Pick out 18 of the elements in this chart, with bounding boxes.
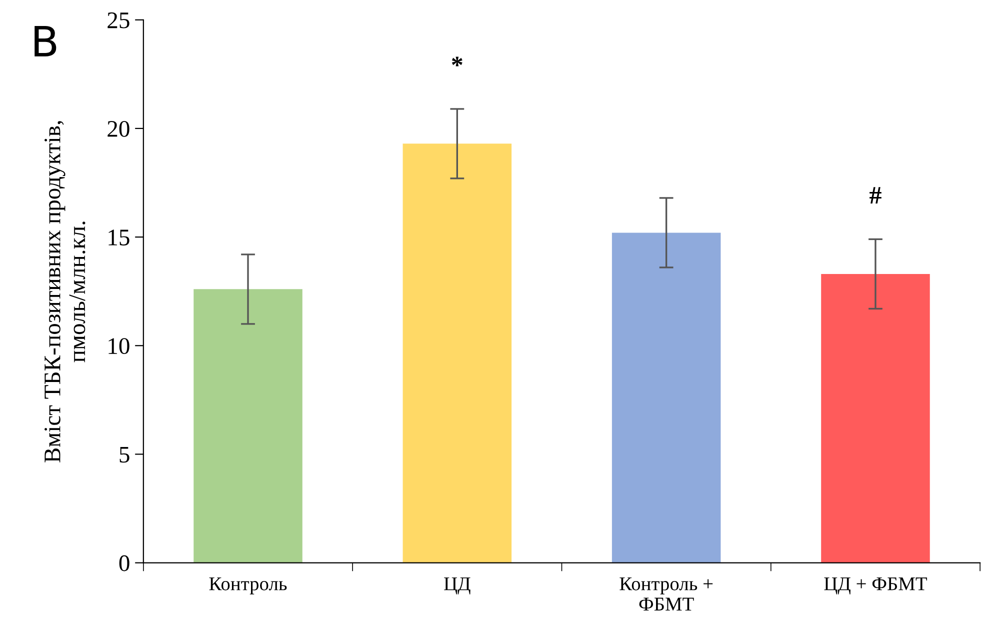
x-tick-label: ЦД <box>444 577 470 594</box>
y-tick-label: 0 <box>119 555 130 572</box>
y-tick-label: 15 <box>108 230 130 246</box>
text: B <box>34 26 56 56</box>
x-tick-label: ЦД + ФБМТ <box>824 577 928 594</box>
x-tick-label: Контроль + ФБМТ <box>620 577 713 611</box>
bar <box>194 289 302 563</box>
annotation: # <box>870 187 882 204</box>
annotation: * <box>452 56 462 66</box>
bar <box>612 232 721 563</box>
y-tick-label: 10 <box>108 338 130 354</box>
y-axis-title: Вміст ТБК-позитивних продуктів, пмоль/млн.кл. <box>44 121 86 462</box>
bar <box>402 144 512 563</box>
x-tick-label: Контроль <box>209 577 287 594</box>
y-tick-label: 20 <box>108 120 130 137</box>
y-tick-label: 5 <box>120 446 130 463</box>
y-tick-label: 25 <box>108 12 130 28</box>
bar <box>821 274 930 563</box>
